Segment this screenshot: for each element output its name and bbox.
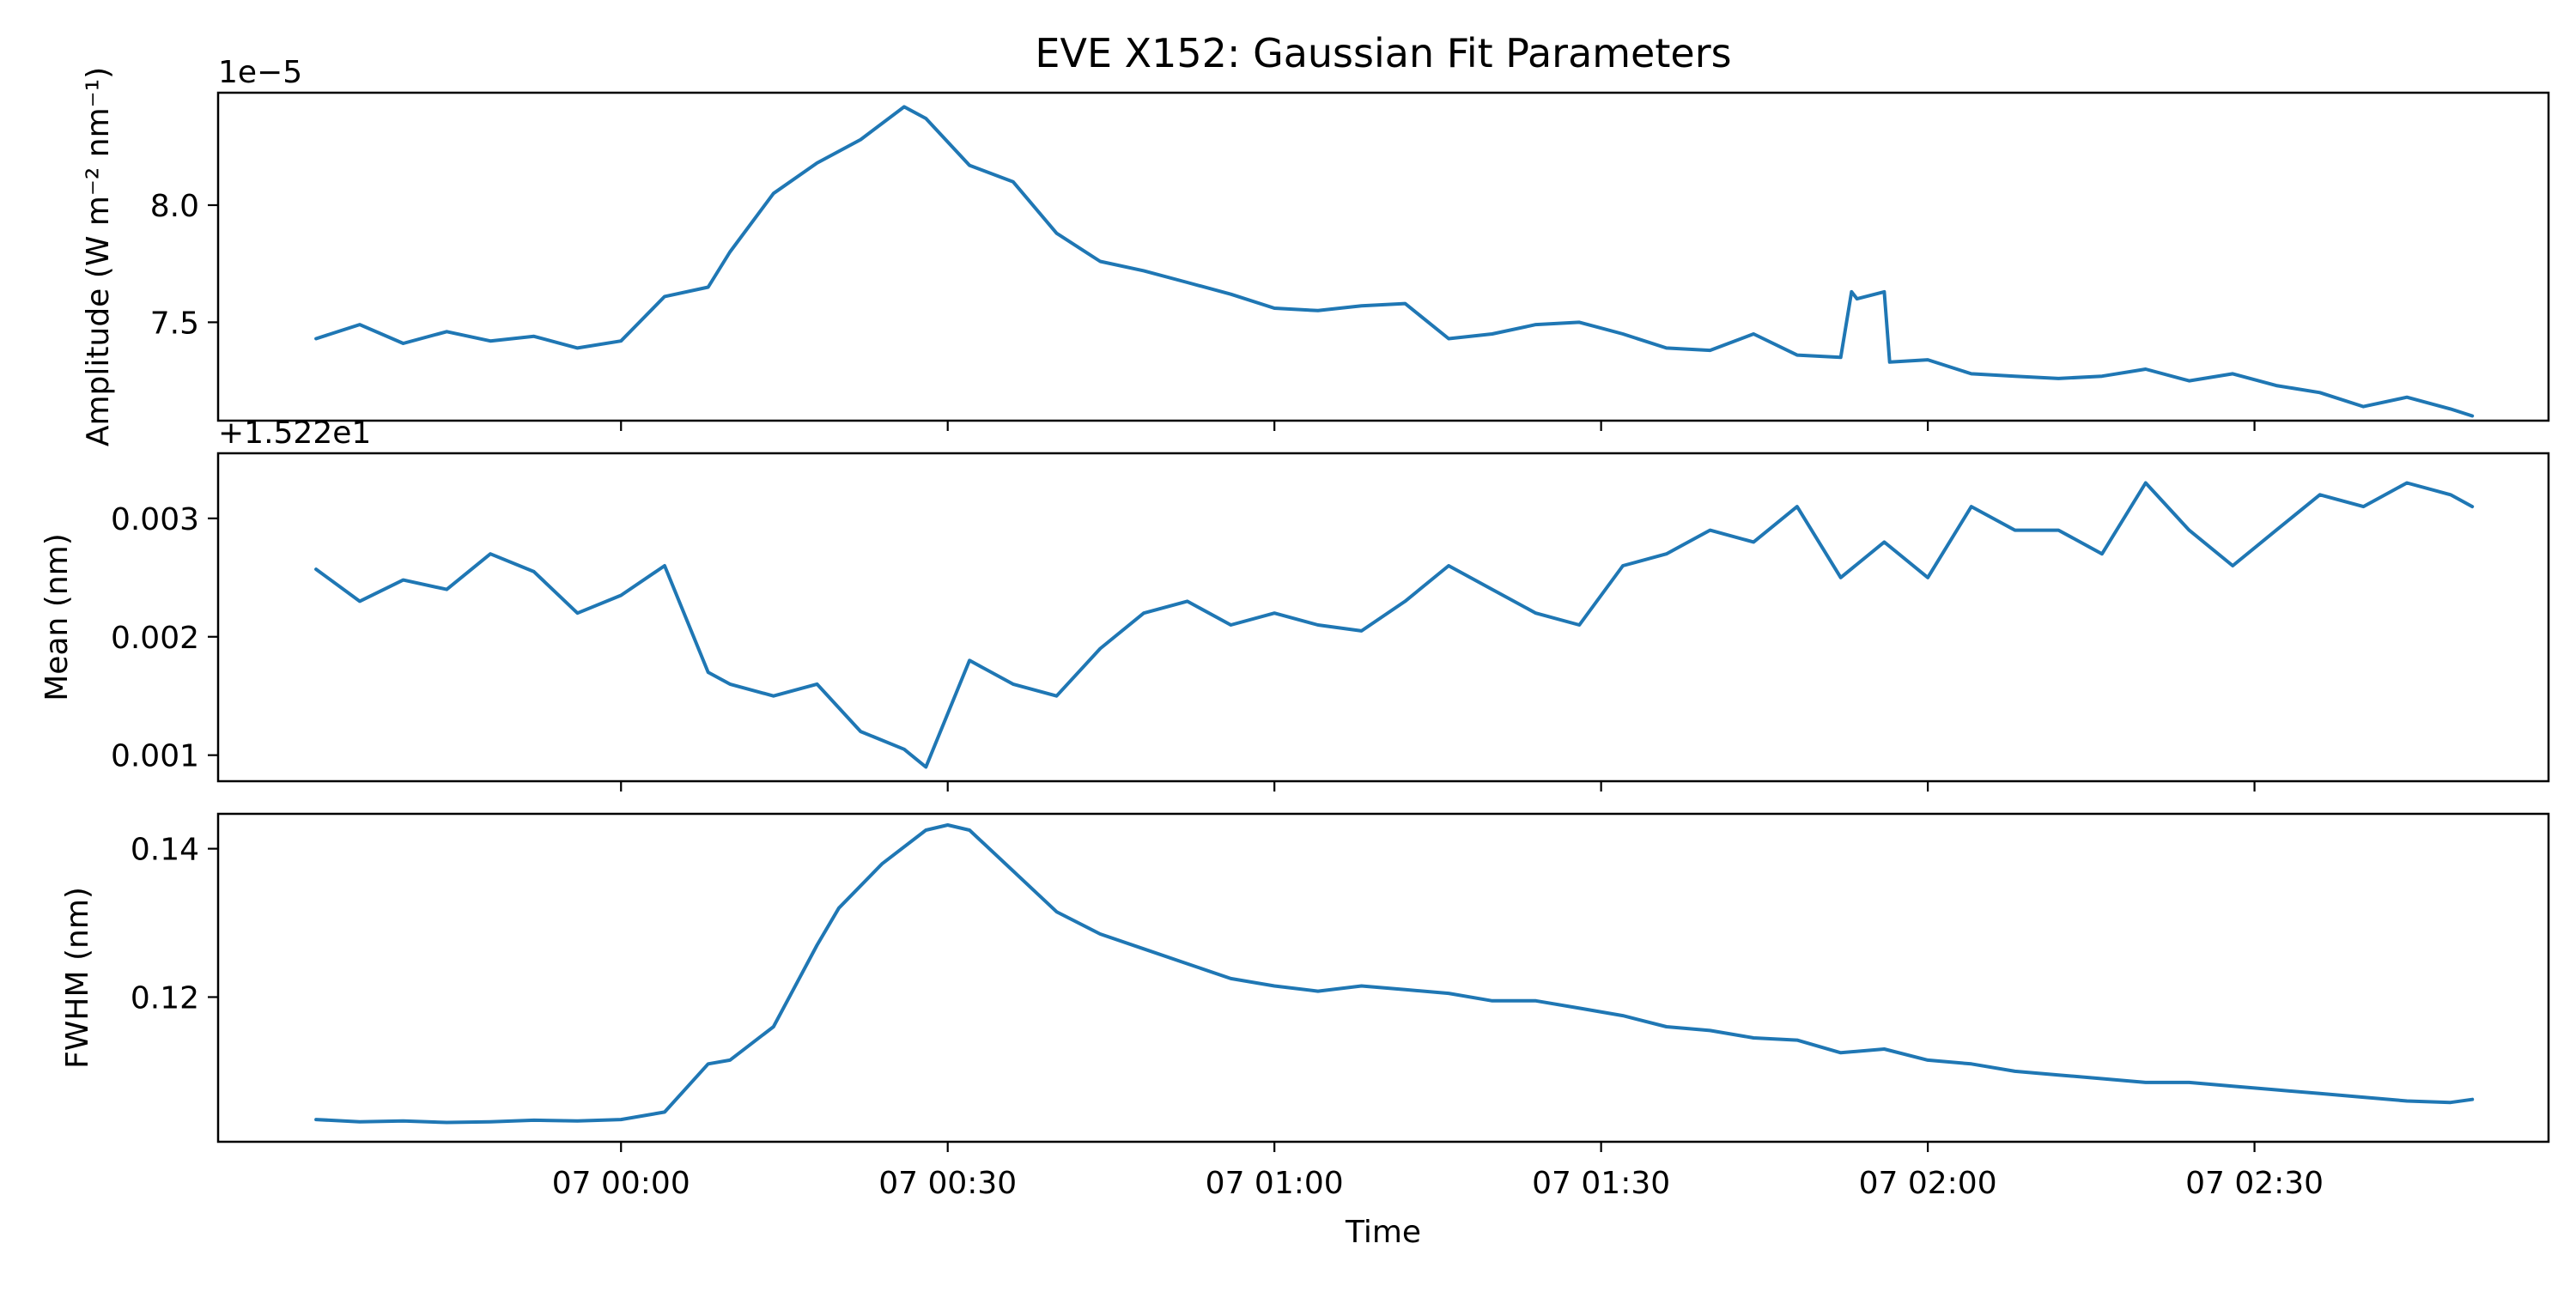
x-tick-label: 07 01:00 — [1206, 1166, 1344, 1201]
y-tick-label: 0.002 — [111, 621, 199, 656]
panel-3: 0.12 0.14 07 00:00 07 00:30 07 01:00 07 01:30… — [60, 814, 2549, 1201]
y-axis-label: Mean (nm) — [39, 533, 75, 701]
y-tick-label: 0.003 — [111, 502, 199, 537]
x-tick-label: 07 02:00 — [1859, 1166, 1997, 1201]
y-tick-label: 7.5 — [150, 306, 199, 341]
panel-1: 7.5 8.0 1e−5 Amplitude (W m⁻² nm⁻¹) — [81, 55, 2549, 446]
panel-1-frame — [218, 93, 2549, 421]
chart-title: EVE X152: Gaussian Fit Parameters — [1035, 30, 1731, 76]
panel-3-frame — [218, 814, 2549, 1142]
series-line — [316, 106, 2472, 416]
y-tick-label: 0.14 — [131, 833, 199, 868]
y-axis-label: FWHM (nm) — [60, 887, 95, 1069]
y-offset-text: +1.522e1 — [218, 416, 371, 451]
x-tick-label: 07 00:30 — [878, 1166, 1017, 1201]
series-line — [316, 825, 2472, 1123]
y-tick-label: 8.0 — [150, 189, 199, 224]
series-line — [316, 483, 2472, 767]
panel-2: 0.001 0.002 0.003 +1.522e1 Mean (nm) — [39, 416, 2549, 792]
y-axis-label: Amplitude (W m⁻² nm⁻¹) — [81, 67, 116, 446]
y-tick-label: 0.001 — [111, 739, 199, 774]
x-tick-label: 07 00:00 — [552, 1166, 690, 1201]
y-tick-label: 0.12 — [131, 980, 199, 1016]
y-offset-text: 1e−5 — [218, 55, 302, 90]
x-tick-label: 07 01:30 — [1532, 1166, 1670, 1201]
x-tick-label: 07 02:30 — [2185, 1166, 2324, 1201]
x-axis-label: Time — [1345, 1215, 1421, 1250]
